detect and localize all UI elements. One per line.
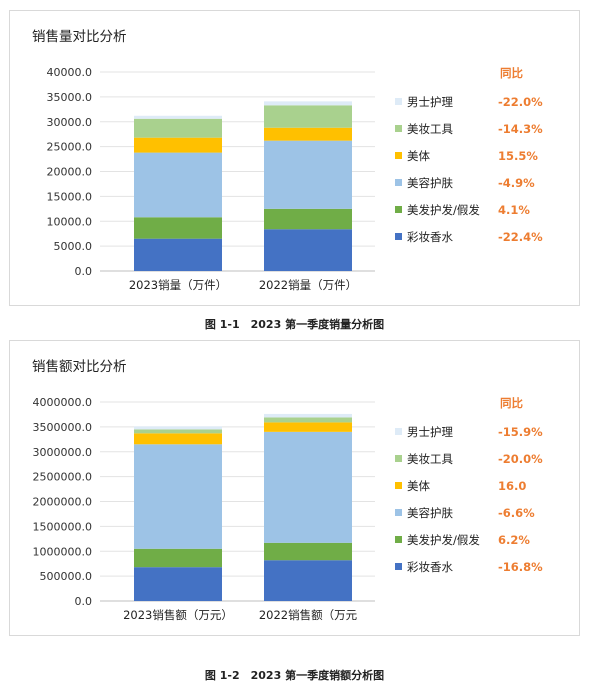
bar-segment (264, 101, 352, 106)
bar-segment (134, 429, 222, 434)
y-tick-label: 1000000.0 (33, 545, 93, 558)
legend-label: 彩妆香水 (407, 230, 453, 244)
bar-segment (264, 413, 352, 418)
bar-segment (264, 542, 352, 561)
y-tick-label: 0.0 (75, 265, 93, 278)
figure-caption: 图 1-2 2023 第一季度销额分析图 (204, 669, 385, 682)
legend-label: 男士护理 (407, 425, 453, 439)
y-tick-label: 15000.0 (47, 190, 93, 203)
sales-amount-chart-panel: 销售额对比分析 0.0 500000.0 1000000.0 1500000.0 200… (9, 340, 580, 636)
change-value: -14.3% (498, 122, 543, 136)
bar-segment (134, 426, 222, 430)
bar-segment (264, 127, 352, 141)
legend-swatch (395, 482, 402, 489)
legend-swatch (395, 509, 402, 516)
y-tick-label: 500000.0 (40, 570, 93, 583)
bar-segment (264, 208, 352, 230)
bar-segment (134, 152, 222, 218)
change-value: -20.0% (498, 452, 543, 466)
bar-segment (264, 431, 352, 543)
y-tick-label: 40000.0 (47, 66, 93, 79)
bar-segment (134, 115, 222, 119)
legend-label: 美发护发/假发 (407, 203, 480, 217)
y-tick-label: 2000000.0 (33, 496, 93, 509)
bar-segment (264, 417, 352, 423)
change-value: 6.2% (498, 533, 530, 547)
bar-segment (264, 560, 352, 601)
chart-title: 销售量对比分析 (32, 29, 127, 45)
legend-label: 美妆工具 (407, 122, 453, 136)
bar-segment (264, 105, 352, 128)
bar-segment (264, 140, 352, 209)
change-value: -22.4% (498, 230, 543, 244)
legend-label: 美容护肤 (407, 506, 453, 520)
legend-label: 美容护肤 (407, 176, 453, 190)
bar-segment (134, 433, 222, 445)
y-tick-label: 30000.0 (47, 116, 93, 129)
legend-label: 美妆工具 (407, 452, 453, 466)
legend-label: 美体 (407, 479, 430, 493)
sales-volume-chart: 0.0 5000.0 10000.0 15000.0 20000.0 25000.0 300… (47, 66, 544, 292)
y-tick-label: 4000000.0 (33, 396, 93, 409)
y-tick-label: 25000.0 (47, 141, 93, 154)
legend-swatch (395, 536, 402, 543)
change-value: -4.9% (498, 176, 535, 190)
legend-swatch (395, 455, 402, 462)
bar-segment (134, 137, 222, 153)
bar-segment (134, 217, 222, 239)
x-tick-label: 2022销量（万件） (259, 278, 357, 292)
legend-swatch (395, 125, 402, 132)
bar-segment (134, 444, 222, 549)
y-tick-label: 1500000.0 (33, 520, 93, 533)
legend-label: 彩妆香水 (407, 560, 453, 574)
change-header: 同比 (500, 396, 523, 410)
legend-label: 美发护发/假发 (407, 533, 480, 547)
x-tick-label: 2023销量（万件） (129, 278, 227, 292)
x-tick-label: 2022销售额（万元 (259, 608, 358, 622)
y-tick-label: 3000000.0 (33, 446, 93, 459)
legend-swatch (395, 98, 402, 105)
legend-swatch (395, 233, 402, 240)
bar-segment (134, 548, 222, 568)
sales-volume-chart-panel: 销售量对比分析 0.0 5000.0 10000.0 15000.0 20000.0 25… (9, 10, 580, 306)
y-tick-label: 2500000.0 (33, 471, 93, 484)
legend-swatch (395, 563, 402, 570)
legend-swatch (395, 428, 402, 435)
change-value: -6.6% (498, 506, 535, 520)
y-tick-label: 35000.0 (47, 91, 93, 104)
legend-swatch (395, 179, 402, 186)
y-tick-label: 5000.0 (54, 240, 93, 253)
figure-caption: 图 1-1 2023 第一季度销量分析图 (204, 318, 385, 331)
change-value: 16.0 (498, 479, 526, 493)
change-value: -22.0% (498, 95, 543, 109)
y-tick-label: 3500000.0 (33, 421, 93, 434)
y-tick-label: 20000.0 (47, 166, 93, 179)
change-value: 4.1% (498, 203, 530, 217)
legend-swatch (395, 206, 402, 213)
y-tick-label: 0.0 (75, 595, 93, 608)
change-value: -15.9% (498, 425, 543, 439)
bar-segment (264, 422, 352, 432)
bar-segment (134, 118, 222, 138)
y-tick-label: 10000.0 (47, 215, 93, 228)
x-tick-label: 2023销售额（万元） (123, 608, 233, 622)
bar-segment (264, 229, 352, 271)
sales-amount-chart: 0.0 500000.0 1000000.0 1500000.0 2000000.0 25… (33, 396, 544, 622)
bar-segment (134, 567, 222, 601)
legend-label: 男士护理 (407, 95, 453, 109)
legend-label: 美体 (407, 149, 430, 163)
bar-segment (134, 238, 222, 271)
change-header: 同比 (500, 66, 523, 80)
legend-swatch (395, 152, 402, 159)
chart-title: 销售额对比分析 (32, 359, 127, 375)
change-value: -16.8% (498, 560, 543, 574)
change-value: 15.5% (498, 149, 538, 163)
